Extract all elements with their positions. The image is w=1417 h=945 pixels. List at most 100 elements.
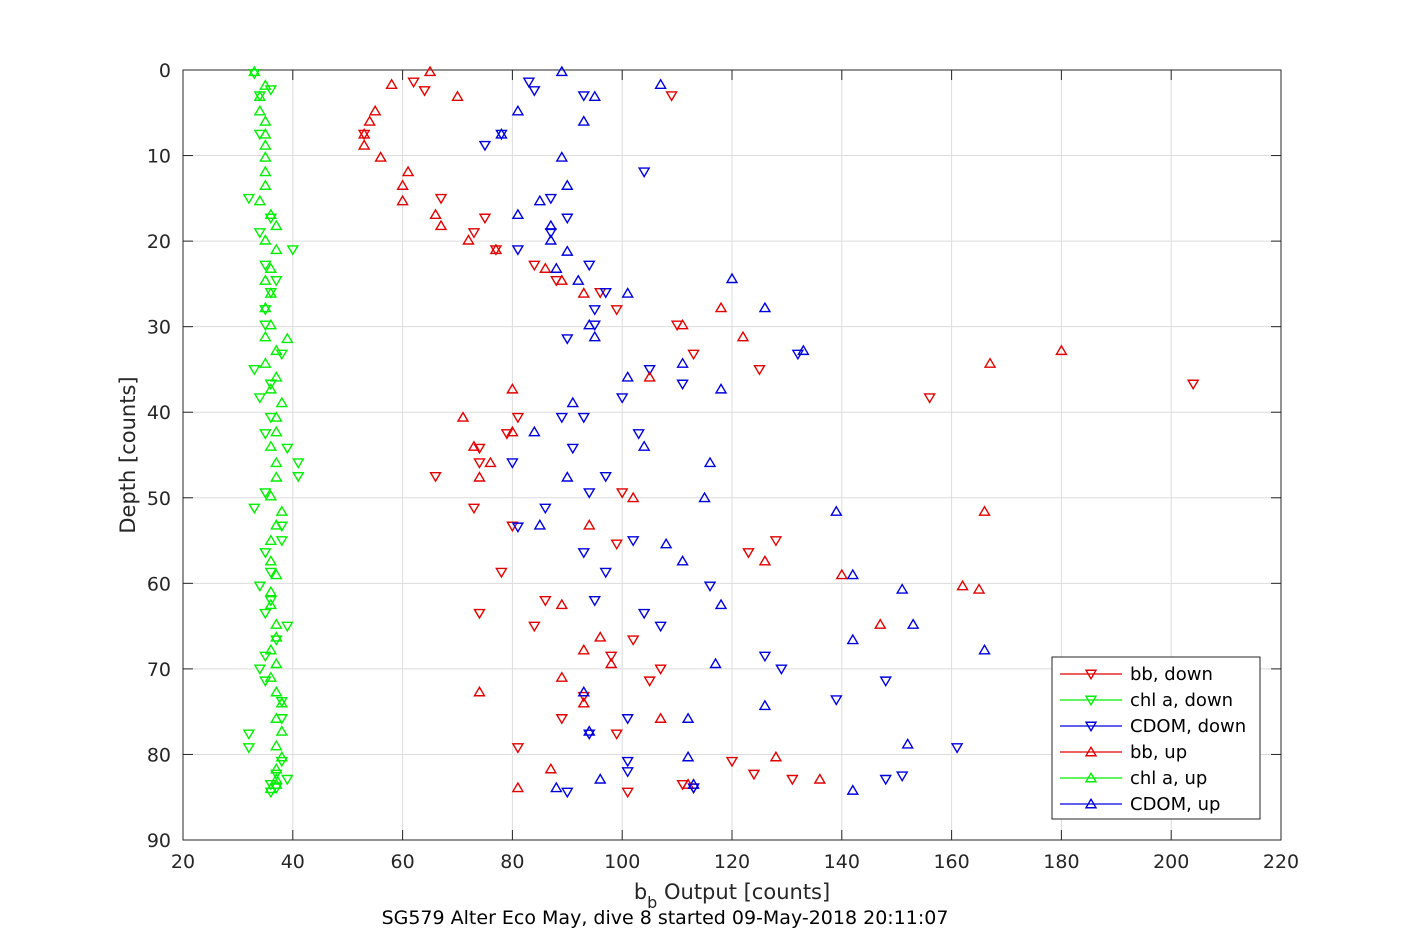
data-point — [758, 651, 772, 663]
data-point — [264, 382, 278, 394]
data-point — [248, 364, 261, 376]
data-point — [621, 787, 634, 799]
data-point — [270, 243, 283, 255]
data-point — [725, 756, 739, 768]
data-point — [588, 595, 601, 607]
data-point — [588, 90, 601, 101]
data-point — [270, 712, 283, 723]
data-point — [242, 729, 256, 741]
data-point — [572, 274, 585, 285]
data-point — [275, 536, 289, 547]
series-1 — [242, 68, 305, 799]
data-point — [259, 128, 272, 139]
data-point — [264, 534, 278, 546]
data-point — [577, 91, 590, 102]
data-point — [259, 115, 272, 126]
data-point — [846, 784, 860, 795]
legend-label: CDOM, down — [1130, 716, 1246, 737]
data-point — [676, 357, 689, 368]
data-point — [555, 274, 569, 285]
data-point — [555, 412, 569, 424]
data-point — [577, 412, 590, 424]
data-point — [528, 86, 541, 97]
x-tick-label: 220 — [1263, 851, 1299, 873]
y-tick-label: 40 — [147, 402, 171, 424]
data-point — [281, 332, 294, 344]
data-point — [456, 411, 470, 422]
data-point — [259, 305, 272, 316]
data-point — [714, 382, 728, 394]
data-point — [544, 219, 558, 231]
data-point — [506, 425, 519, 437]
legend-marker — [1084, 669, 1098, 681]
data-point — [506, 382, 519, 394]
data-point — [423, 65, 437, 77]
legend-marker — [1084, 797, 1098, 809]
data-point — [473, 471, 486, 482]
data-point — [610, 305, 623, 316]
data-point — [259, 179, 272, 190]
data-point — [264, 85, 278, 96]
data-point — [879, 676, 892, 687]
x-tick-label: 80 — [500, 851, 524, 873]
legend-label: bb, down — [1130, 664, 1213, 685]
data-point — [626, 491, 640, 503]
data-point — [561, 213, 574, 225]
data-point — [1186, 379, 1200, 391]
data-point — [500, 429, 514, 440]
data-point — [259, 274, 272, 285]
data-point — [478, 140, 492, 152]
data-point — [259, 301, 272, 313]
data-point — [786, 774, 799, 786]
data-point — [681, 750, 695, 762]
data-point — [830, 695, 843, 706]
legend-label: chl a, up — [1130, 768, 1207, 789]
data-point — [583, 488, 596, 499]
data-point — [264, 287, 278, 298]
data-point — [511, 522, 525, 533]
data-point — [451, 90, 464, 101]
data-point — [528, 425, 541, 437]
data-point — [687, 349, 700, 361]
data-point — [906, 618, 920, 629]
y-tick-label: 0 — [159, 60, 171, 82]
data-point — [385, 78, 398, 89]
legend-marker — [1084, 695, 1098, 707]
data-point — [621, 756, 634, 768]
data-point — [270, 778, 283, 789]
data-point — [259, 234, 272, 245]
data-point — [747, 769, 761, 781]
data-point — [621, 371, 634, 382]
data-point — [544, 193, 558, 205]
data-point — [703, 456, 717, 468]
data-point — [550, 262, 563, 273]
data-point — [599, 287, 612, 299]
data-point — [270, 657, 283, 669]
data-point — [275, 725, 289, 736]
data-point — [270, 685, 283, 697]
y-tick-label: 50 — [147, 488, 171, 510]
data-point — [253, 104, 267, 116]
data-point — [259, 357, 272, 368]
data-point — [270, 219, 283, 231]
data-point — [555, 65, 569, 77]
data-point — [242, 193, 256, 205]
data-point — [396, 179, 409, 190]
legend-marker — [1084, 771, 1098, 783]
data-point — [264, 671, 278, 682]
axis-ticks: 20 40 60 80 100 120 140 160 180 200 220 0 10 20 30 40 50… — [147, 60, 1299, 873]
data-point — [275, 750, 289, 762]
data-point — [264, 782, 278, 794]
data-point — [248, 503, 261, 515]
data-point — [643, 364, 656, 376]
data-point — [901, 738, 914, 749]
data-point — [473, 458, 486, 469]
y-tick-label: 10 — [147, 146, 171, 168]
data-point — [467, 503, 481, 515]
y-tick-label: 80 — [147, 744, 171, 766]
data-point — [473, 608, 486, 620]
data-point — [583, 519, 596, 530]
data-point — [879, 774, 892, 786]
data-point — [281, 774, 294, 786]
data-point — [561, 334, 574, 345]
